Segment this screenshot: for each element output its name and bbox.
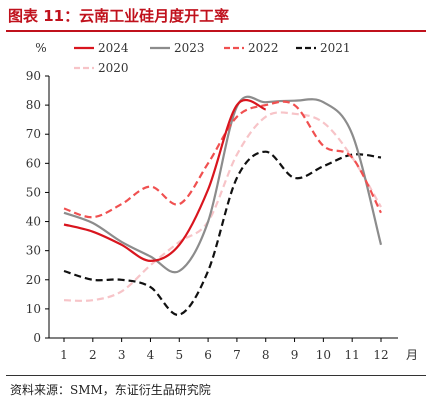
- legend-label-2022: 2022: [248, 41, 279, 55]
- x-tick-label: 9: [291, 348, 299, 362]
- series-layer: [63, 95, 383, 316]
- x-tick-label: 10: [316, 348, 331, 362]
- x-tick-label: 5: [175, 348, 183, 362]
- y-tick-label: 70: [26, 127, 41, 141]
- series-line-2021: [63, 150, 382, 316]
- series-line-2020: [63, 111, 382, 302]
- x-tick-label: 12: [373, 348, 388, 362]
- y-tick-label: 10: [26, 302, 41, 316]
- x-tick-label: 8: [262, 348, 270, 362]
- x-tick-label: 4: [147, 348, 155, 362]
- y-tick-label: 30: [26, 244, 41, 258]
- y-tick-label: 60: [26, 156, 41, 170]
- series-line-2022: [63, 100, 382, 219]
- legend: 2024 2023 2022 2021 2020: [74, 41, 351, 75]
- y-tick-label: 20: [26, 273, 41, 287]
- x-tick-label: 6: [204, 348, 212, 362]
- y-tick-label: 90: [26, 69, 41, 83]
- y-tick-label: 50: [26, 185, 41, 199]
- source-divider: [6, 375, 426, 376]
- x-tick-label: 11: [345, 348, 360, 362]
- y-tick-label: 0: [33, 331, 41, 345]
- x-tick-label: 1: [60, 348, 68, 362]
- y-tick-label: 40: [26, 215, 41, 229]
- y-axis-unit: %: [35, 41, 46, 55]
- x-tick-label: 7: [233, 348, 241, 362]
- series-line-2024: [63, 98, 267, 262]
- y-tick-label: 80: [26, 98, 41, 112]
- legend-label-2023: 2023: [174, 41, 205, 55]
- x-tick-label: 3: [118, 348, 126, 362]
- x-axis-unit: 月: [406, 348, 418, 362]
- legend-label-2021: 2021: [320, 41, 351, 55]
- x-tick-label: 2: [89, 348, 97, 362]
- chart-title: 图表 11：云南工业硅月度开工率: [8, 7, 230, 25]
- legend-label-2024: 2024: [98, 41, 129, 55]
- source-note: 资料来源：SMM，东证衍生品研究院: [10, 383, 211, 397]
- series-line-2023: [63, 95, 383, 274]
- title-divider: [6, 30, 426, 32]
- legend-label-2020: 2020: [98, 61, 129, 75]
